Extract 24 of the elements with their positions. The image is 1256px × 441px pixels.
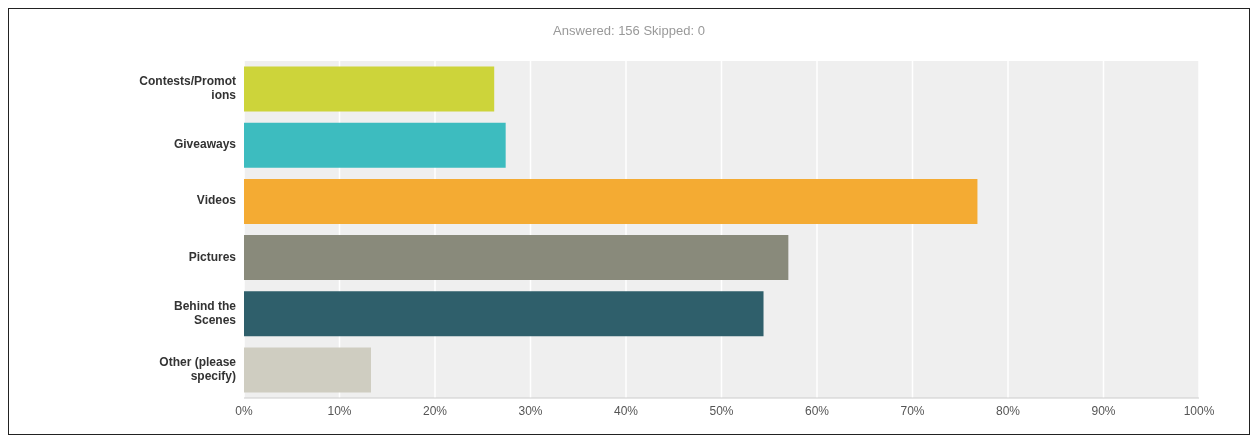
x-tick-label: 80% (995, 403, 1021, 418)
y-tick-label: Behind the Scenes (174, 298, 237, 327)
y-tick-label: Videos (196, 193, 237, 208)
bar (244, 66, 495, 112)
y-tick-label: Contests/Promotions (139, 74, 237, 103)
bar (244, 178, 978, 224)
y-tick-label: Pictures (188, 249, 237, 264)
x-tick-label: 40% (613, 403, 639, 418)
x-tick-label: 60% (804, 403, 830, 418)
x-tick-label: 0% (235, 403, 253, 418)
bar (244, 235, 789, 281)
x-tick-label: 90% (1091, 403, 1116, 418)
chart-title: Answered: 156 Skipped: 0 (552, 23, 706, 38)
x-tick-label: 20% (422, 403, 448, 418)
y-tick-label: Giveaways (173, 137, 237, 152)
x-tick-label: 30% (518, 403, 543, 418)
bar (244, 122, 506, 168)
x-tick-label: 10% (327, 403, 352, 418)
bar (244, 347, 372, 393)
x-tick-label: 70% (900, 403, 925, 418)
bar (244, 291, 764, 337)
y-tick-label: Other (please specify) (159, 355, 237, 384)
x-tick-label: 100% (1183, 403, 1215, 418)
x-tick-label: 50% (709, 403, 734, 418)
